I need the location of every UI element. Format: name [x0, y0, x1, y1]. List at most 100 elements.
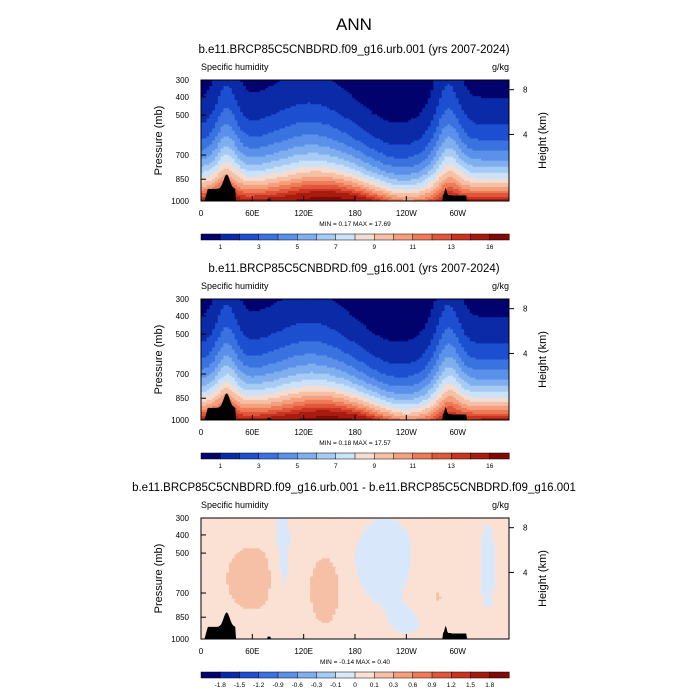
field-cell [245, 188, 250, 192]
field-cell [287, 152, 292, 156]
field-cell [234, 128, 238, 131]
field-cell [287, 102, 292, 105]
field-cell [259, 178, 264, 182]
units-label: g/kg [492, 62, 509, 72]
field-cell [287, 80, 292, 83]
field-cell [203, 176, 208, 180]
chart-title: b.e11.BRCP85C5CNBDRD.f09_g16.urb.001 (yr… [198, 44, 509, 56]
field-cell [282, 186, 286, 190]
field-cell [234, 138, 238, 141]
field-cell [276, 170, 280, 174]
field-cell [243, 124, 247, 127]
field-cell [229, 130, 233, 133]
field-cell [217, 94, 222, 97]
field-cell [245, 154, 250, 158]
field-cell [223, 128, 227, 131]
field-cell [268, 182, 272, 186]
field-cell [215, 170, 219, 174]
field-cell [212, 126, 216, 129]
field-cell [251, 102, 255, 105]
field-cell [273, 160, 278, 164]
field-cell [254, 94, 258, 97]
field-cell [273, 96, 278, 99]
field-cell [251, 186, 255, 190]
field-cell [237, 134, 241, 137]
field-cell [282, 168, 286, 172]
field-cell [276, 94, 280, 97]
field-cell [215, 118, 219, 121]
field-cell [217, 160, 222, 164]
field-cell [201, 144, 205, 148]
field-cell [209, 148, 213, 152]
field-cell [231, 142, 236, 146]
field-cell [245, 102, 250, 105]
field-cell [240, 192, 244, 196]
field-cell [282, 120, 286, 123]
field-cell [215, 158, 219, 162]
field-cell [279, 164, 283, 168]
field-cell [206, 166, 210, 170]
field-cell [287, 124, 292, 127]
field-cell [203, 140, 208, 144]
field-cell [209, 160, 213, 164]
field-cell [276, 90, 280, 93]
field-cell [215, 114, 219, 117]
field-cell [287, 156, 292, 160]
field-cell [262, 92, 266, 95]
field-cell [201, 98, 205, 101]
field-cell [245, 146, 250, 150]
field-cell [229, 152, 233, 156]
field-cell [223, 166, 227, 170]
field-cell [209, 126, 213, 129]
field-cell [245, 104, 250, 107]
field-cell [237, 154, 241, 158]
field-cell [217, 122, 222, 125]
field-cell [279, 174, 283, 178]
field-cell [254, 182, 258, 186]
field-cell [248, 88, 252, 91]
field-cell [206, 128, 210, 131]
field-cell [290, 194, 294, 198]
field-cell [229, 162, 233, 166]
field-cell [276, 186, 280, 190]
field-cell [217, 84, 222, 87]
field-cell [243, 116, 247, 119]
field-cell [234, 136, 238, 139]
field-cell [217, 154, 222, 158]
field-cell [282, 128, 286, 131]
field-cell [259, 100, 264, 103]
field-cell [293, 88, 297, 91]
field-cell [287, 158, 292, 162]
field-cell [248, 118, 252, 121]
field-cell [257, 114, 261, 117]
field-cell [287, 108, 292, 111]
field-cell [279, 134, 283, 137]
field-cell [245, 80, 250, 83]
field-cell [268, 190, 272, 194]
field-cell [257, 156, 261, 160]
field-cell [237, 92, 241, 95]
field-cell [279, 156, 283, 160]
field-cell [279, 196, 283, 200]
field-cell [234, 184, 238, 188]
field-cell [245, 114, 250, 117]
field-cell [251, 156, 255, 160]
field-cell [254, 134, 258, 137]
field-cell [259, 184, 264, 188]
field-cell [243, 90, 247, 93]
field-cell [287, 126, 292, 129]
field-cell [234, 114, 238, 117]
field-cell [223, 136, 227, 139]
field-cell [251, 122, 255, 125]
field-cell [209, 164, 213, 168]
field-cell [245, 136, 250, 139]
field-cell [254, 140, 258, 144]
field-cell [262, 86, 266, 89]
field-cell [285, 138, 289, 141]
field-cell [201, 100, 205, 103]
field-cell [234, 160, 238, 164]
field-cell [285, 184, 289, 188]
field-cell [251, 154, 255, 158]
field-cell [203, 178, 208, 182]
field-cell [254, 90, 258, 93]
